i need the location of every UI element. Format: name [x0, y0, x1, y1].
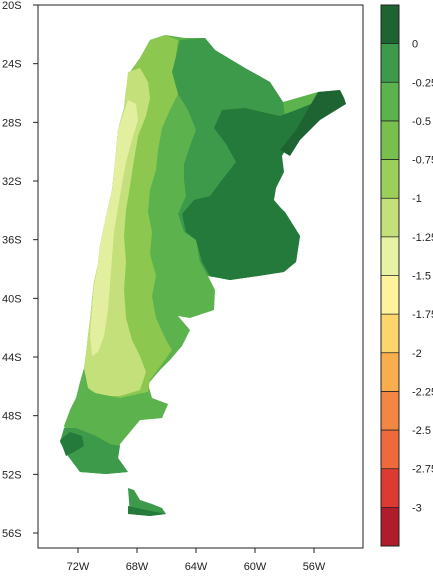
colorbar-swatch: [381, 82, 399, 122]
x-tick-label: 60W: [244, 561, 267, 573]
region-south-darkest: [60, 432, 84, 456]
colorbar-swatch: [381, 391, 399, 431]
colorbar-label: -1: [412, 193, 422, 205]
colorbar-label: -0.75: [412, 155, 433, 167]
y-tick-label: 32S: [2, 176, 22, 188]
y-tick-label: 24S: [2, 59, 22, 71]
colorbar-swatch: [381, 430, 399, 470]
x-tick-label: 64W: [185, 561, 208, 573]
colorbar-swatch: [381, 507, 399, 547]
colorbar-label: -2.25: [412, 386, 433, 398]
y-axis: 20S 24S 28S 32S 36S 40S 44S 48S 52S 56S: [2, 0, 38, 540]
colorbar-label: -1.5: [412, 271, 431, 283]
x-tick-label: 56W: [303, 561, 326, 573]
y-tick-label: 40S: [2, 293, 22, 305]
x-axis: 72W 68W 64W 60W 56W: [67, 548, 326, 573]
colorbar-swatch: [381, 198, 399, 238]
colorbar-label: -1.75: [412, 309, 433, 321]
colorbar-label: -1.25: [412, 232, 433, 244]
region-tierra-del-fuego-dark: [128, 506, 166, 516]
y-tick-label: 36S: [2, 235, 22, 247]
colorbar-swatch: [381, 468, 399, 508]
colorbar-swatch: [381, 159, 399, 199]
colorbar-label: -0.5: [412, 116, 431, 128]
argentina-map: [60, 35, 346, 516]
y-tick-label: 56S: [2, 528, 22, 540]
colorbar-label: -2.5: [412, 425, 431, 437]
colorbar-swatch: [381, 120, 399, 161]
colorbar: 0 -0.25 -0.5 -0.75 -1 -1.25 -1.5 -1.75 -2 -2.25 -2…: [380, 4, 433, 547]
colorbar-label: 0: [412, 39, 418, 51]
x-tick-label: 68W: [126, 561, 149, 573]
y-tick-label: 48S: [2, 411, 22, 423]
colorbar-swatch: [381, 236, 399, 276]
y-tick-label: 44S: [2, 352, 22, 364]
colorbar-label: -3: [412, 502, 422, 514]
y-tick-label: 28S: [2, 117, 22, 129]
colorbar-label: -0.25: [412, 77, 433, 89]
region-darkest-green: [182, 98, 346, 280]
colorbar-label: -2: [412, 348, 422, 360]
colorbar-swatch: [381, 314, 399, 354]
y-tick-label: 52S: [2, 469, 22, 481]
colorbar-swatch: [381, 275, 399, 315]
colorbar-swatch: [381, 43, 399, 83]
x-tick-label: 72W: [67, 561, 90, 573]
region-darkest-tip: [280, 90, 346, 156]
colorbar-swatch: [381, 352, 399, 392]
colorbar-label: -2.75: [412, 464, 433, 476]
region-palest-green: [90, 100, 138, 356]
y-tick-label: 20S: [2, 0, 22, 12]
colorbar-swatch: [381, 5, 399, 45]
